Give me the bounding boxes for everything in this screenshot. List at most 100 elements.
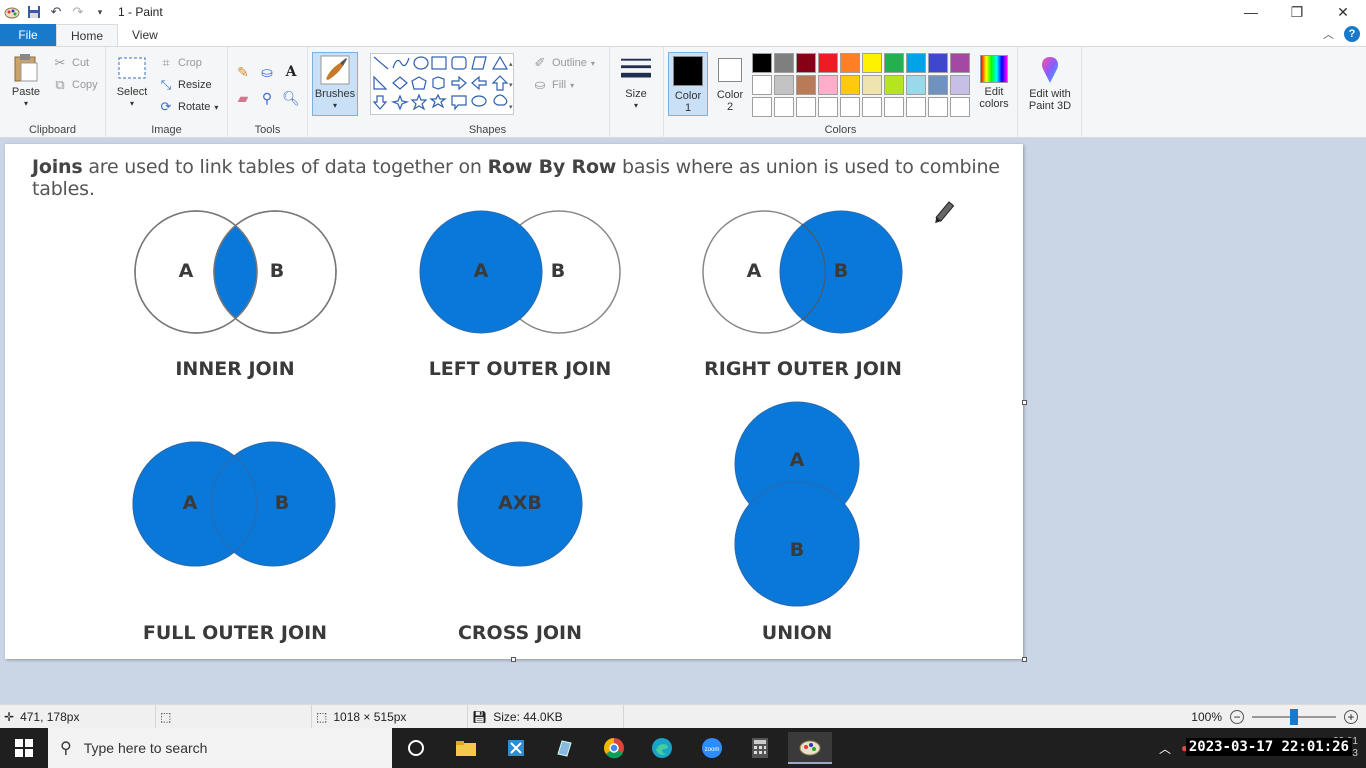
palette-swatch[interactable] bbox=[862, 97, 882, 117]
palette-swatch[interactable] bbox=[928, 53, 948, 73]
taskbar-search[interactable]: ⚲ Type here to search bbox=[48, 728, 392, 768]
palette-swatch[interactable] bbox=[818, 75, 838, 95]
edit-colors-button[interactable]: Edit colors bbox=[974, 55, 1014, 110]
color2-number: 2 bbox=[726, 101, 734, 113]
magnifier-icon[interactable]: 🔍︎ bbox=[282, 89, 300, 106]
brushes-button[interactable]: Brushes ▾ bbox=[312, 52, 358, 116]
tab-home[interactable]: Home bbox=[56, 24, 119, 46]
left-a-letter: A bbox=[473, 260, 489, 282]
text-icon[interactable]: A bbox=[285, 64, 297, 80]
save-icon[interactable] bbox=[26, 4, 42, 20]
palette-swatch[interactable] bbox=[796, 75, 816, 95]
resize-button[interactable]: ⤡ Resize bbox=[158, 75, 212, 95]
snipping-tool-icon[interactable] bbox=[496, 732, 536, 764]
paint-app-icon[interactable] bbox=[4, 4, 20, 20]
eraser-icon[interactable]: ▰ bbox=[237, 89, 249, 106]
fill-label: Fill bbox=[552, 79, 567, 91]
undo-icon[interactable]: ↶ bbox=[50, 4, 62, 19]
canvas-resize-handle-right[interactable] bbox=[1022, 400, 1027, 405]
palette-swatch[interactable] bbox=[950, 75, 970, 95]
chrome-icon[interactable] bbox=[594, 732, 634, 764]
palette-swatch[interactable] bbox=[752, 75, 772, 95]
security-icon[interactable]: ● bbox=[1181, 741, 1189, 755]
selection-size: ⬚ bbox=[156, 705, 312, 729]
cortana-icon[interactable] bbox=[396, 732, 436, 764]
workspace[interactable]: Joins are used to link tables of data to… bbox=[0, 138, 1366, 704]
palette-swatch[interactable] bbox=[818, 97, 838, 117]
drawing-canvas[interactable]: Joins are used to link tables of data to… bbox=[5, 144, 1023, 659]
palette-swatch[interactable] bbox=[774, 53, 794, 73]
palette-swatch[interactable] bbox=[796, 53, 816, 73]
full-outer-join-caption: FULL OUTER JOIN bbox=[142, 622, 328, 644]
size-label: Size bbox=[625, 88, 647, 100]
outline-button[interactable]: ✐ Outline ▾ bbox=[532, 53, 595, 73]
palette-swatch[interactable] bbox=[752, 97, 772, 117]
pencil-icon[interactable]: ✎ bbox=[237, 63, 249, 80]
select-button[interactable]: Select ▾ bbox=[114, 53, 150, 110]
palette-swatch[interactable] bbox=[884, 75, 904, 95]
copy-button[interactable]: ⧉ Copy bbox=[52, 75, 97, 95]
zoom-slider[interactable] bbox=[1252, 709, 1336, 725]
palette-swatch[interactable] bbox=[906, 53, 926, 73]
size-button[interactable]: Size ▾ bbox=[618, 55, 654, 112]
color2-button[interactable]: Color 2 bbox=[712, 55, 748, 113]
file-explorer-icon[interactable] bbox=[446, 732, 486, 764]
palette-swatch[interactable] bbox=[796, 97, 816, 117]
redo-icon[interactable]: ↷ bbox=[72, 4, 84, 19]
palette-swatch[interactable] bbox=[840, 75, 860, 95]
zoom-out-button[interactable]: − bbox=[1230, 710, 1244, 724]
edit-with-paint3d-button[interactable]: Edit with Paint 3D bbox=[1022, 55, 1078, 112]
calculator-icon[interactable] bbox=[740, 732, 780, 764]
palette-swatch[interactable] bbox=[862, 53, 882, 73]
file-size-text: Size: 44.0KB bbox=[493, 710, 563, 724]
zoom-slider-thumb[interactable] bbox=[1290, 709, 1298, 725]
palette-swatch[interactable] bbox=[928, 75, 948, 95]
palette-swatch[interactable] bbox=[928, 97, 948, 117]
palette-swatch[interactable] bbox=[950, 53, 970, 73]
paint-taskbar-icon[interactable] bbox=[788, 732, 832, 764]
paste-icon bbox=[11, 53, 41, 83]
canvas-resize-handle-corner[interactable] bbox=[1022, 657, 1027, 662]
fill-bucket-icon[interactable]: ⛀ bbox=[261, 63, 273, 80]
palette-swatch[interactable] bbox=[862, 75, 882, 95]
collapse-ribbon-icon[interactable]: ︿ bbox=[1323, 29, 1334, 41]
notepad-app-icon[interactable] bbox=[544, 732, 584, 764]
palette-swatch[interactable] bbox=[774, 97, 794, 117]
palette-swatch[interactable] bbox=[774, 75, 794, 95]
heading-middle: are used to link tables of data together… bbox=[82, 156, 488, 178]
canvas-resize-handle-bottom[interactable] bbox=[511, 657, 516, 662]
customize-dropdown-icon[interactable]: ▾ bbox=[97, 6, 103, 17]
color1-button[interactable]: Color 1 bbox=[668, 52, 708, 116]
close-button[interactable]: ✕ bbox=[1337, 3, 1349, 20]
palette-swatch[interactable] bbox=[906, 97, 926, 117]
show-hidden-icons-icon[interactable]: ︿ bbox=[1159, 741, 1172, 756]
tab-view[interactable]: View bbox=[132, 28, 158, 42]
palette-swatch[interactable] bbox=[818, 53, 838, 73]
zoom-app-icon[interactable]: zoom bbox=[692, 732, 732, 764]
maximize-button[interactable]: ❐ bbox=[1290, 3, 1304, 20]
palette-swatch[interactable] bbox=[840, 97, 860, 117]
rotate-button[interactable]: ⟳ Rotate ▾ bbox=[158, 97, 219, 117]
palette-swatch[interactable] bbox=[950, 97, 970, 117]
zoom-in-button[interactable]: + bbox=[1344, 710, 1358, 724]
crop-button[interactable]: ⌗ Crop bbox=[158, 53, 202, 73]
paste-button[interactable]: Paste ▾ bbox=[8, 53, 44, 110]
tab-file[interactable]: File bbox=[0, 24, 56, 46]
shapes-gallery-icons[interactable]: ▴ ▾ ▾ bbox=[371, 54, 515, 116]
start-button[interactable] bbox=[0, 728, 48, 768]
cut-button[interactable]: ✂ Cut bbox=[52, 53, 90, 73]
palette-swatch[interactable] bbox=[840, 53, 860, 73]
right-a-letter: A bbox=[746, 260, 762, 282]
paint3d-group: Edit with Paint 3D bbox=[1018, 47, 1082, 139]
color-picker-icon[interactable]: ⚲ bbox=[261, 89, 273, 106]
color1-label: Color bbox=[674, 90, 702, 102]
select-label: Select bbox=[116, 86, 148, 98]
palette-swatch[interactable] bbox=[752, 53, 772, 73]
help-icon[interactable]: ? bbox=[1344, 26, 1360, 42]
palette-swatch[interactable] bbox=[884, 53, 904, 73]
minimize-button[interactable]: — bbox=[1244, 4, 1258, 20]
edge-icon[interactable] bbox=[642, 732, 682, 764]
palette-swatch[interactable] bbox=[884, 97, 904, 117]
palette-swatch[interactable] bbox=[906, 75, 926, 95]
fill-button[interactable]: ⛀ Fill ▾ bbox=[532, 75, 575, 95]
